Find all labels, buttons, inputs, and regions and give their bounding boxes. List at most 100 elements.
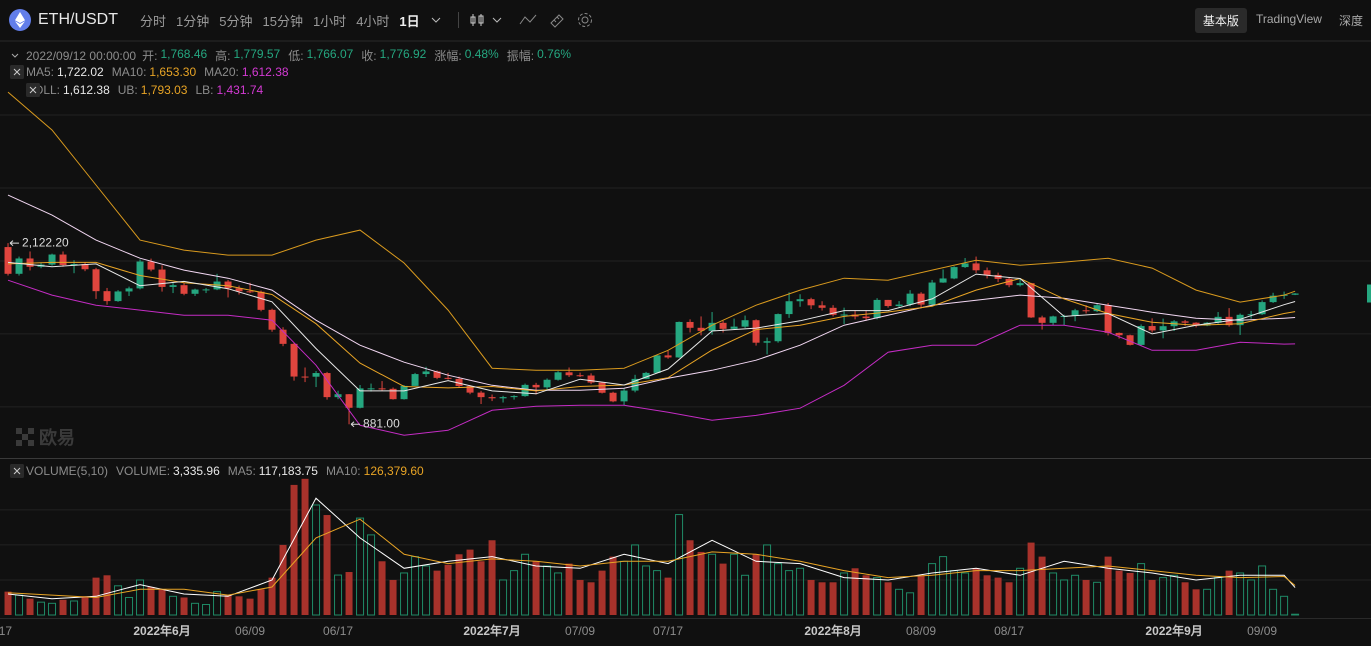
interval-button[interactable]: 1日	[399, 13, 420, 29]
candle-body	[543, 379, 551, 388]
volume-bar	[422, 565, 431, 616]
vol-ma10-value: 126,379.60	[363, 464, 424, 478]
extreme-arrow	[350, 421, 361, 428]
volume-bar	[719, 563, 727, 615]
remove-indicator[interactable]	[10, 65, 24, 79]
candle-body	[939, 278, 947, 283]
watermark-logo	[16, 428, 34, 446]
view-button[interactable]: 深度	[1338, 14, 1363, 28]
candle-body	[202, 289, 210, 291]
interval-button[interactable]: 15分钟	[262, 13, 303, 29]
volume-bar	[169, 595, 178, 616]
settings-icon[interactable]	[577, 12, 593, 28]
interval-button[interactable]: 5分钟	[219, 13, 253, 29]
volume-bar	[983, 575, 991, 615]
x-tick-label: 07/17	[653, 624, 683, 638]
volume-bar	[400, 572, 409, 616]
candle-body	[257, 291, 265, 310]
interval-dropdown[interactable]	[430, 14, 442, 26]
remove-indicator[interactable]	[26, 83, 40, 97]
candle-body	[862, 316, 870, 319]
vol-ma5-value: 117,183.75	[258, 464, 318, 478]
volume-bar	[455, 554, 463, 615]
volume-bar	[345, 572, 353, 615]
volume-bar	[818, 582, 826, 615]
candle-body	[1016, 283, 1024, 286]
remove-indicator[interactable]	[10, 464, 24, 478]
vol-ma5-label: MA5:	[227, 464, 256, 478]
candle-body	[15, 258, 23, 274]
volume-bar	[466, 549, 474, 615]
datetime: 2022/09/12 00:00:00	[26, 48, 137, 63]
boll-legend: BOLL: 1,612.38 UB: 1,793.03 LB: 1,431.74	[26, 83, 271, 97]
candle-body	[389, 388, 397, 400]
ohlc-fields: 开: 1,768.46 高: 1,779.57 低: 1,766.07 收: 1,776.92…	[142, 47, 579, 64]
volume-bar	[862, 575, 870, 615]
candle-body	[323, 373, 331, 398]
volume-bar	[367, 534, 376, 616]
lb-label: LB:	[195, 83, 214, 97]
volume-bar	[796, 567, 805, 616]
volume-bar	[576, 579, 584, 615]
x-tick-label: 08/09	[906, 624, 936, 638]
volume-bar	[961, 572, 970, 616]
candle-body	[1214, 316, 1222, 323]
candle-body	[1038, 317, 1046, 323]
candle-body	[1192, 322, 1200, 326]
interval-button[interactable]: 分时	[140, 13, 167, 29]
volume-bar	[895, 588, 904, 616]
volume-bar	[884, 582, 892, 615]
candle-body	[367, 388, 375, 390]
volume-bar	[1027, 542, 1035, 615]
draw-tool-icon[interactable]	[549, 12, 565, 28]
field-label: 振幅:	[506, 49, 535, 63]
interval-button[interactable]: 1小时	[312, 13, 347, 29]
candle-body	[477, 392, 485, 398]
candle-body	[818, 305, 826, 308]
candle-type-dropdown[interactable]	[491, 14, 503, 26]
volume-bar	[1214, 577, 1223, 616]
indicator-line	[7, 261, 1296, 395]
volume-bar	[620, 560, 629, 616]
volume-bar	[279, 544, 287, 615]
volume-bar	[609, 556, 617, 615]
view-button[interactable]: TradingView	[1255, 12, 1322, 26]
interval-button[interactable]: 4小时	[356, 13, 390, 29]
indicator-icon[interactable]	[519, 12, 537, 28]
candle-body	[730, 326, 738, 329]
field-value: 1,776.92	[379, 47, 427, 61]
volume-bar	[235, 596, 243, 615]
volume-bar	[939, 556, 948, 616]
candle-body	[1247, 314, 1255, 316]
volume-bar	[510, 570, 519, 616]
volume-bar	[290, 484, 298, 615]
view-button[interactable]: 基本版	[1194, 8, 1247, 33]
candle-body	[499, 397, 507, 399]
ma10-label: MA10:	[111, 65, 147, 79]
volume-bar	[972, 568, 980, 615]
x-tick-label: 05/17	[0, 624, 12, 638]
candle-type-icon[interactable]	[469, 12, 485, 28]
symbol[interactable]: ETH/USDT	[38, 11, 118, 28]
field-value: 0.48%	[464, 47, 499, 61]
volume-bar	[587, 582, 595, 615]
candle-body	[708, 322, 716, 331]
volume-bar	[114, 585, 123, 616]
ub-label: UB:	[117, 83, 138, 97]
candle-body	[752, 320, 760, 343]
collapse-caret[interactable]	[10, 51, 20, 61]
volume-bar	[1225, 570, 1233, 615]
volume-bar	[158, 589, 166, 615]
candle-body	[1137, 326, 1145, 345]
interval-button[interactable]: 1分钟	[176, 13, 210, 29]
volume-bar	[37, 601, 46, 616]
candle-body	[235, 288, 243, 292]
volume-bar	[323, 515, 331, 615]
volume-label: VOLUME:	[116, 464, 171, 478]
volume-bar	[48, 602, 57, 616]
candle-body	[444, 377, 452, 379]
volume-bar	[521, 553, 530, 616]
volume-bar	[1071, 574, 1080, 616]
extreme-arrow	[9, 240, 20, 246]
